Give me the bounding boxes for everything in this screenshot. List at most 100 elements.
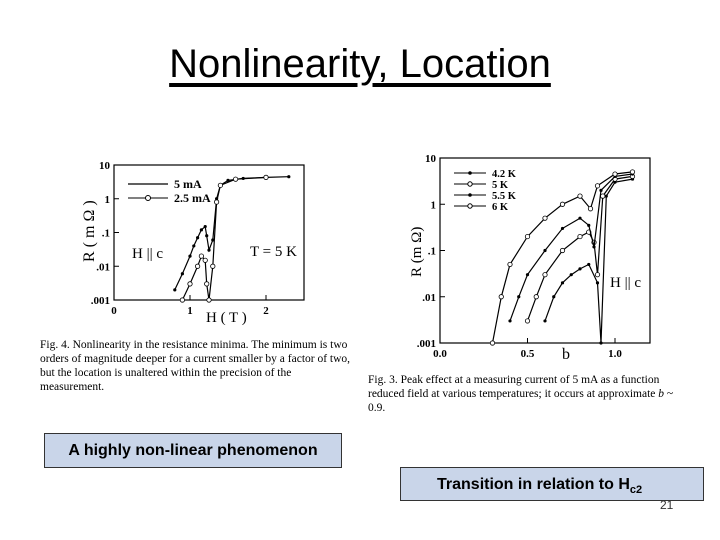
fig3-data-point: [559, 201, 566, 207]
fig3-data-point: [604, 194, 608, 198]
fig4-data-point: [206, 297, 212, 303]
fig3-data-point: [560, 281, 565, 285]
hc2-transition-box: Transition in relation to Hc2: [400, 467, 704, 501]
fig3-data-point: [629, 169, 636, 175]
fig3-data-point: [594, 272, 601, 278]
fig3-data-point: [587, 262, 591, 267]
fig4-x-tick-label: 1: [187, 305, 193, 317]
fig4-data-point: [198, 253, 205, 259]
nonlinear-phenomenon-label: A highly non-linear phenomenon: [68, 442, 318, 459]
fig4-data-point: [188, 254, 192, 258]
fig4-data-point: [199, 228, 203, 232]
fig4-data-point: [210, 263, 216, 269]
fig4-data-point: [179, 297, 186, 303]
fig3-y-tick-label: 10: [425, 153, 437, 165]
fig4-data-point: [180, 272, 184, 276]
fig3-y-tick-label: .1: [428, 246, 436, 258]
fig3-data-point: [578, 267, 582, 271]
fig3-legend-entry: 4.2 K: [492, 169, 517, 180]
fig3-data-point: [543, 319, 547, 323]
fig3-legend-marker: [467, 181, 473, 187]
fig3-data-point: [507, 261, 513, 268]
fig4-data-point: [217, 182, 223, 188]
fig4-data-point: [202, 257, 208, 263]
fig4-data-point: [226, 178, 230, 182]
fig4-y-tick-label: .01: [96, 261, 110, 273]
fig3-data-point: [489, 340, 496, 346]
fig3-data-point: [559, 247, 566, 254]
fig3-series-line: [544, 178, 633, 344]
fig4-caption: Fig. 4. Nonlinearity in the resistance m…: [40, 339, 351, 393]
fig3-data-point: [587, 206, 594, 212]
fig3-data-point: [577, 193, 583, 199]
fig4-y-tick-label: 1: [105, 194, 111, 206]
fig3-data-point: [569, 273, 573, 277]
fig4-data-point: [173, 288, 177, 292]
fig4-data-point: [192, 244, 196, 248]
hc2-subscript: c2: [629, 484, 643, 497]
fig3-data-point: [600, 193, 606, 199]
fig3-data-point: [552, 295, 556, 299]
fig3-x-axis-label: b: [562, 346, 570, 360]
fig3-data-point: [612, 171, 618, 177]
fig4-legend-2-5ma: 2.5 mA: [174, 191, 211, 205]
fig4-data-point: [205, 234, 209, 238]
fig3-data-point: [592, 245, 596, 249]
fig3-x-tick-label: 0.5: [521, 348, 535, 360]
fig3-y-tick-label: 1: [431, 199, 437, 211]
fig4-data-point: [263, 174, 269, 180]
fig3-data-point: [525, 273, 530, 277]
fig4-y-axis-label: R ( m Ω ): [81, 200, 98, 262]
fig4-series-line: [181, 176, 267, 301]
fig3-caption-variable: b: [658, 388, 665, 400]
fig3-legend-marker: [468, 193, 472, 197]
fig4-legend-5ma: 5 mA: [174, 177, 202, 191]
fig4-data-point: [196, 236, 200, 240]
fig4-y-tick-label: 10: [99, 160, 111, 172]
fig4-y-tick-label: .001: [91, 295, 110, 307]
fig4-data-point: [207, 248, 211, 252]
fig3-data-point: [524, 318, 531, 324]
fig4-x-tick-label: 2: [263, 305, 269, 317]
slide-title: Nonlinearity, Location: [169, 42, 551, 86]
fig4-data-point: [211, 238, 215, 242]
fig3-data-point: [524, 233, 531, 240]
fig4-data-point: [195, 263, 201, 269]
fig4-field-annotation: H || c: [132, 246, 163, 262]
fig3-data-point: [508, 319, 512, 323]
fig4-temp-annotation: T = 5 K: [250, 244, 297, 260]
fig3-y-tick-label: .001: [417, 338, 436, 350]
fig4-data-point: [214, 199, 220, 205]
fig3-data-point: [533, 294, 539, 300]
fig3-data-point: [595, 281, 600, 285]
fig3-data-point: [599, 341, 603, 345]
fig3-data-point: [587, 223, 591, 227]
fig3-data-point: [578, 216, 582, 220]
fig3-data-point: [577, 233, 583, 240]
fig4-x-axis-label: H ( T ): [206, 310, 247, 326]
nonlinear-phenomenon-box: A highly non-linear phenomenon: [44, 433, 342, 468]
fig3-data-point: [542, 215, 548, 221]
fig3-legend-entry: 5 K: [492, 180, 509, 191]
fig4-data-point: [233, 176, 239, 182]
fig4-legend-marker-2-5ma: [145, 195, 151, 201]
fig3-legend-entry: 6 K: [492, 202, 509, 213]
fig3-data-point: [542, 272, 548, 278]
fig3-x-tick-label: 0.0: [433, 348, 447, 360]
fig3-data-point: [599, 188, 603, 192]
fig3-data-point: [543, 248, 547, 253]
fig3-data-point: [560, 226, 565, 231]
fig4-y-tick-label: .1: [102, 228, 110, 240]
fig4-data-point: [203, 224, 207, 229]
fig3-data-point: [498, 294, 504, 300]
fig4-x-tick-label: 0: [111, 305, 117, 317]
fig4-data-point: [187, 281, 193, 287]
fig3-x-tick-label: 1.0: [608, 348, 622, 360]
fig3-y-axis-label: R (m Ω): [409, 227, 425, 277]
fig3-legend-marker: [467, 203, 473, 209]
fig4-data-point: [204, 281, 210, 287]
fig4-data-point: [287, 175, 291, 179]
fig3-caption-text: Fig. 3. Peak effect at a measuring curre…: [368, 374, 660, 400]
